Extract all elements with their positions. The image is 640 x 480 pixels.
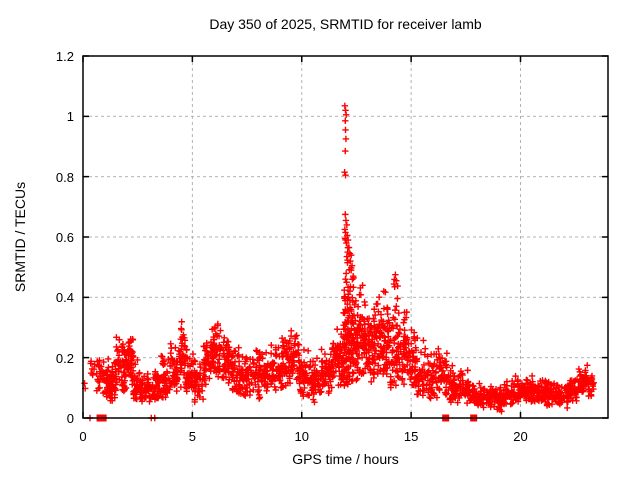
y-tick-label: 0.4 <box>55 290 74 306</box>
y-tick-label: 0 <box>66 411 74 426</box>
x-tick-label: 0 <box>79 429 87 444</box>
y-tick-label: 1.2 <box>55 49 74 64</box>
y-tick-label: 0.6 <box>55 230 74 245</box>
x-tick-label: 20 <box>513 429 528 444</box>
x-tick-label: 10 <box>294 429 309 444</box>
y-tick-label: 0.8 <box>55 169 74 185</box>
chart-title: Day 350 of 2025, SRMTID for receiver lam… <box>209 16 482 32</box>
x-axis-label: GPS time / hours <box>292 451 399 467</box>
x-tick-label: 5 <box>188 429 196 444</box>
x-tick-label: 15 <box>403 429 419 444</box>
y-tick-label: 1 <box>66 109 74 125</box>
y-tick-label: 0.2 <box>55 350 74 366</box>
